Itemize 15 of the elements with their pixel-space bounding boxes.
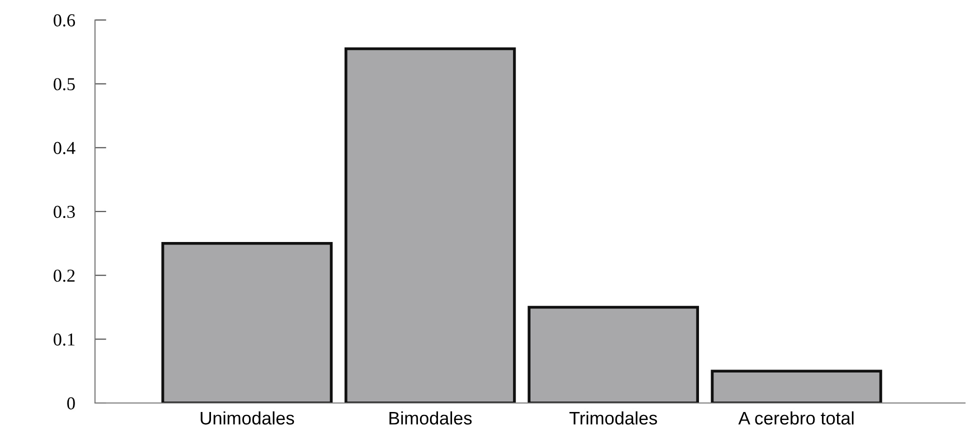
y-tick-label: 0.4	[54, 142, 76, 154]
bar	[161, 242, 333, 403]
x-tick-label: Trimodales	[569, 411, 657, 425]
y-tick-label: 0.3	[54, 206, 75, 218]
bar	[710, 370, 882, 403]
bar	[344, 47, 516, 403]
y-tick-label: 0.5	[54, 78, 75, 90]
y-tick-label: 0.6	[54, 14, 76, 27]
y-tick-label: 0.2	[54, 270, 75, 282]
x-tick-label: A cerebro total	[738, 411, 854, 425]
x-tick-label: Bimodales	[390, 411, 472, 425]
bar	[528, 306, 699, 403]
y-tick-label: 0	[67, 397, 75, 410]
y-tick-label: 0.1	[54, 333, 74, 346]
x-tick-label: Unimodales	[200, 411, 294, 425]
